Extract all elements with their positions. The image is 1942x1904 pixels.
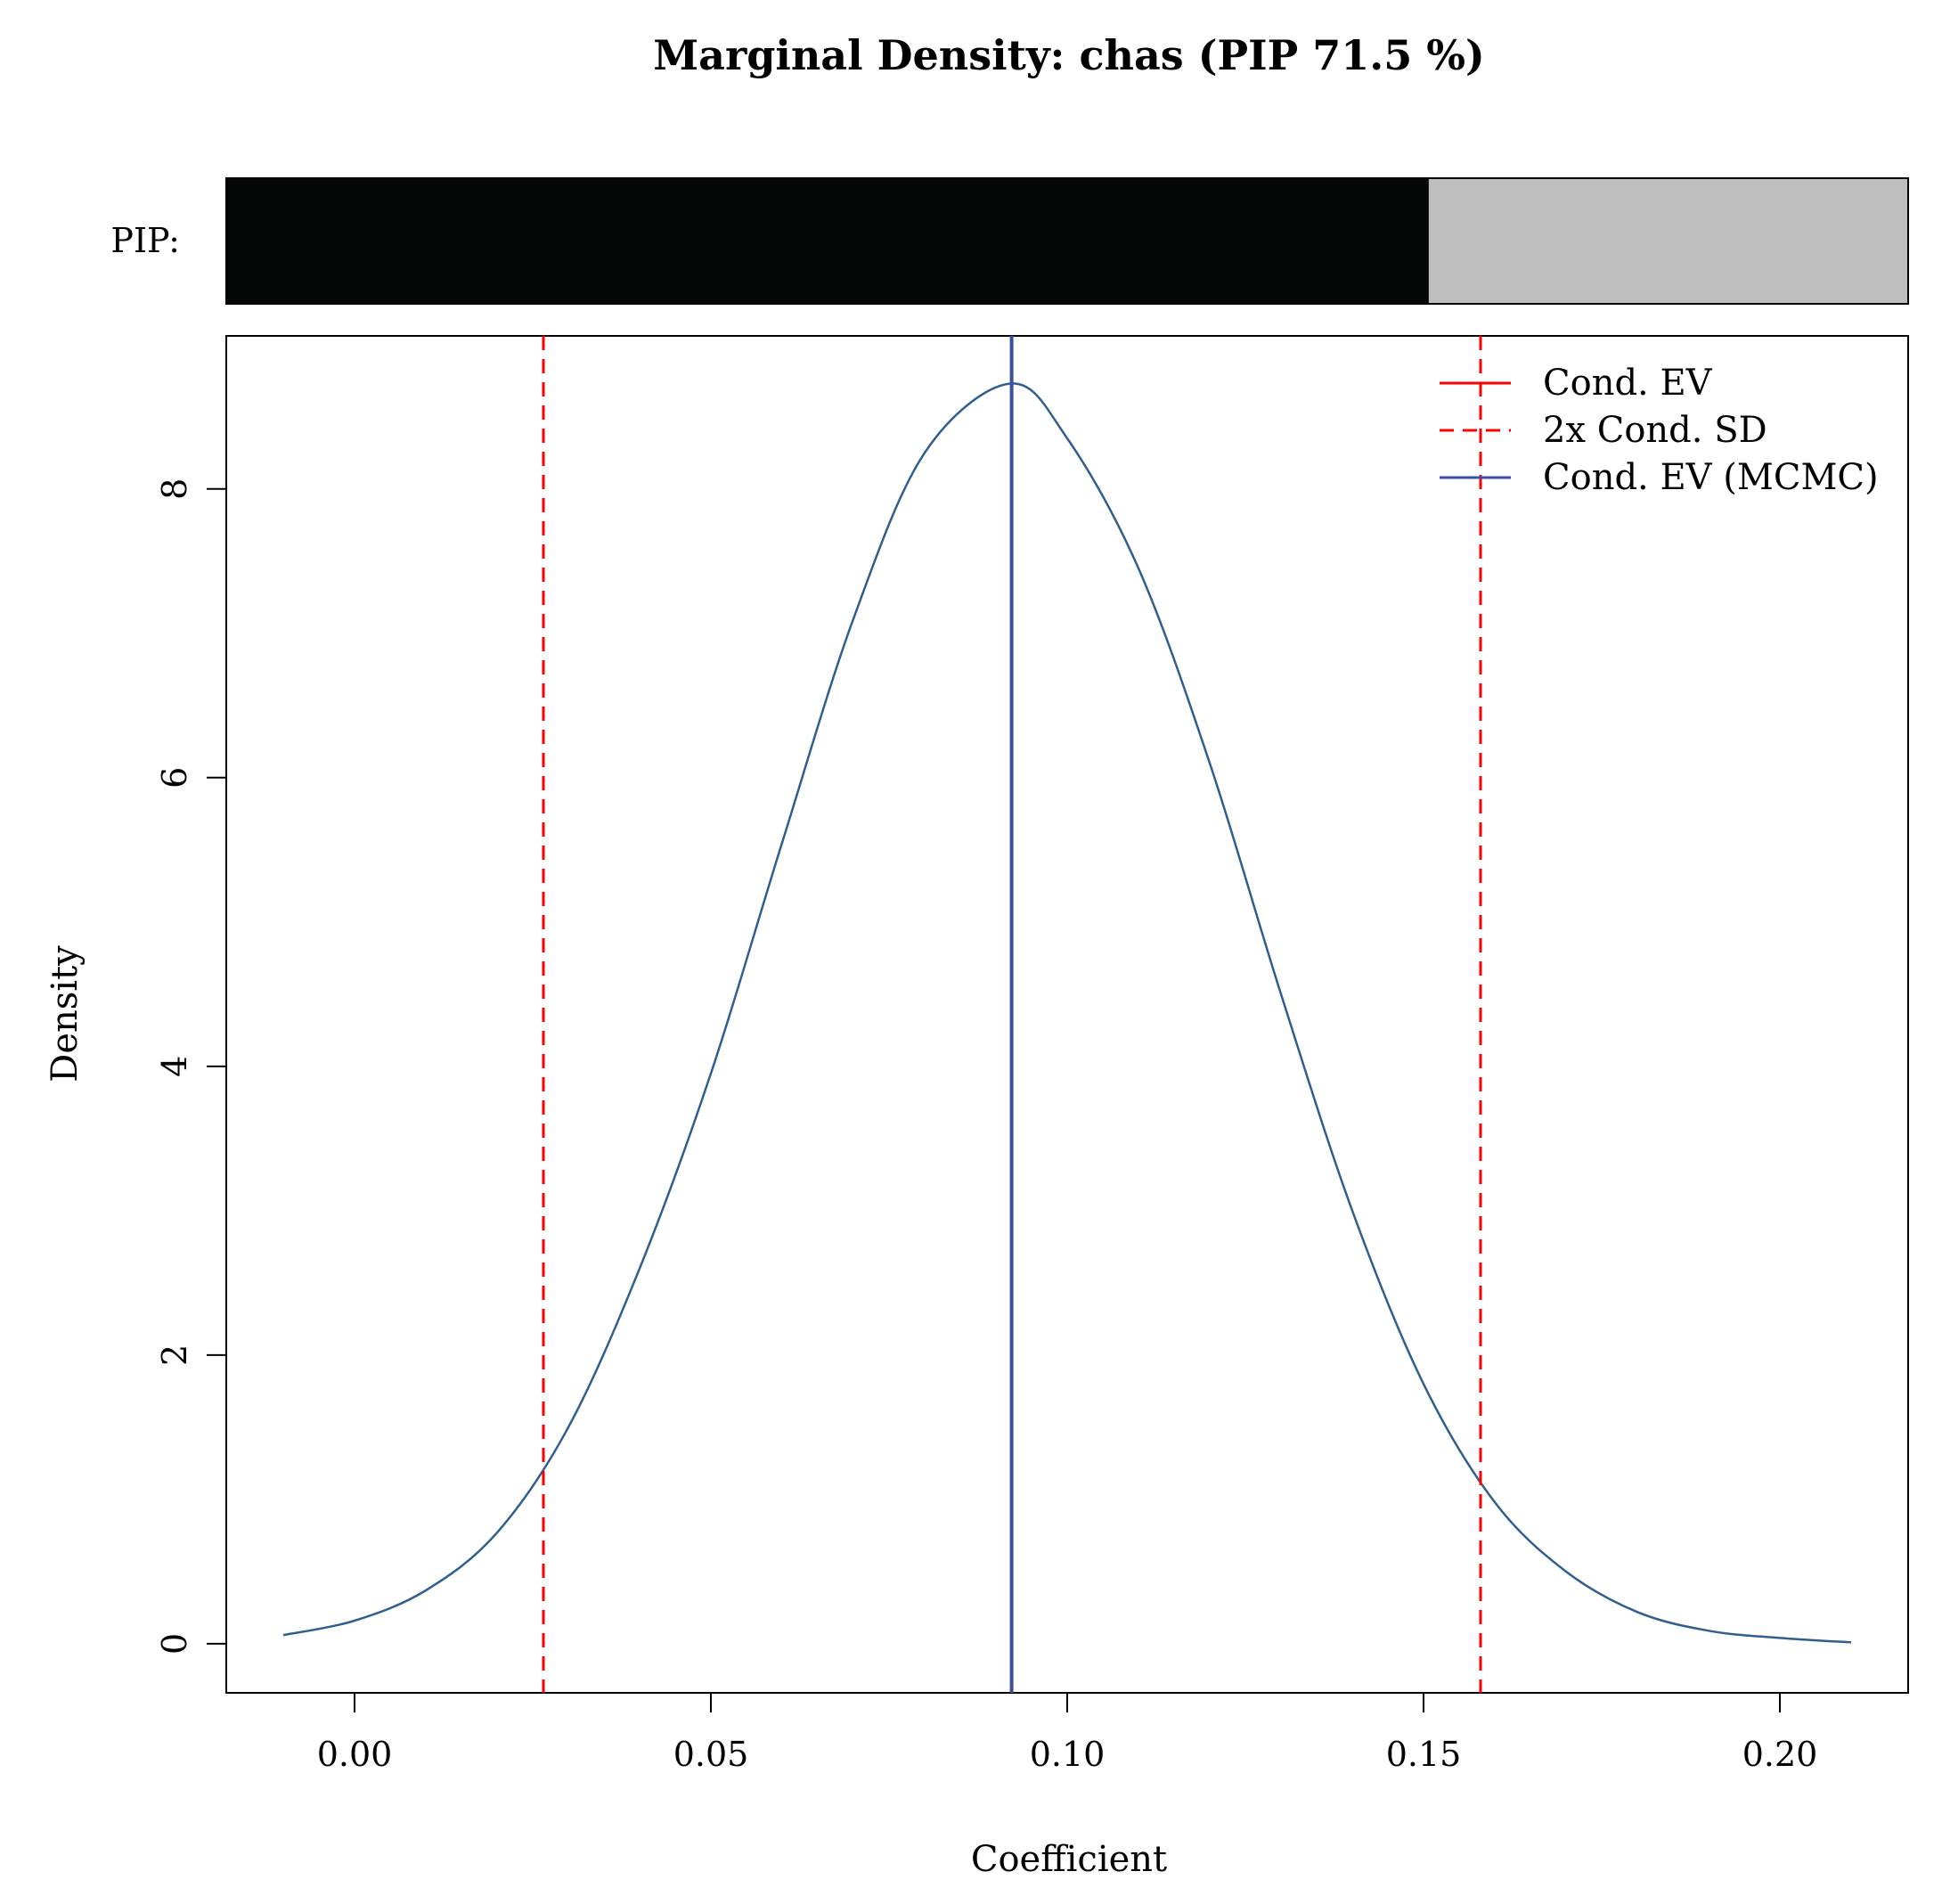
- y-tick-label: 8: [155, 478, 194, 500]
- x-tick-label: 0.05: [673, 1735, 749, 1774]
- y-tick-label: 4: [155, 1056, 194, 1077]
- y-axis-label: Density: [45, 945, 86, 1083]
- chart-title: Marginal Density: chas (PIP 71.5 %): [653, 31, 1484, 79]
- x-axis: 0.00 0.05 0.10 0.15 0.20: [317, 1693, 1818, 1774]
- pip-bar-remainder: [1428, 178, 1908, 304]
- legend-label: Cond. EV: [1543, 363, 1713, 404]
- x-tick-label: 0.15: [1386, 1735, 1462, 1774]
- y-tick-label: 6: [155, 767, 194, 789]
- x-tick-label: 0.00: [317, 1735, 393, 1774]
- x-tick-label: 0.10: [1030, 1735, 1106, 1774]
- legend-label: Cond. EV (MCMC): [1543, 457, 1879, 498]
- y-tick-label: 2: [155, 1344, 194, 1366]
- pip-bar-filled: [226, 178, 1429, 304]
- pip-bar-frame: [225, 177, 1909, 305]
- pip-bar: [225, 177, 1909, 305]
- y-tick-label: 0: [155, 1633, 194, 1655]
- y-axis: 0 2 4 6 8: [155, 478, 226, 1655]
- legend: Cond. EV 2x Cond. SD Cond. EV (MCMC): [1440, 363, 1879, 498]
- density-curve: [282, 382, 1852, 1644]
- plot-area: [225, 335, 1909, 1694]
- x-tick-label: 0.20: [1742, 1735, 1818, 1774]
- plot-frame: [225, 335, 1909, 1694]
- x-axis-label: Coefficient: [971, 1839, 1167, 1880]
- legend-label: 2x Cond. SD: [1543, 410, 1767, 451]
- pip-label: PIP:: [110, 221, 180, 260]
